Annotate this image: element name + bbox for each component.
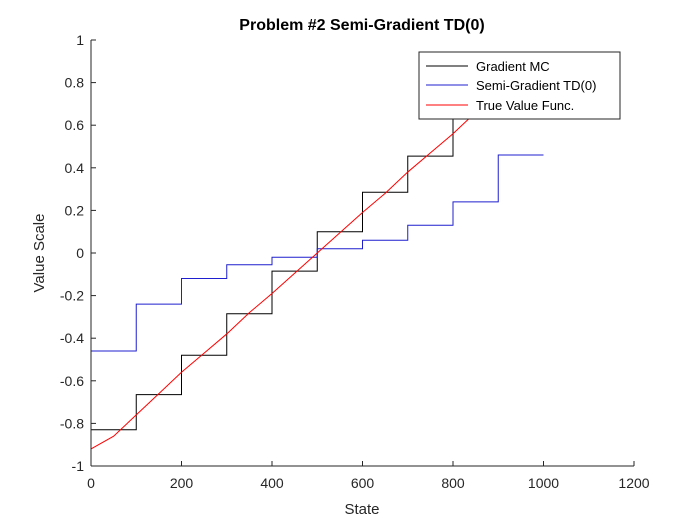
x-tick-label: 1000 <box>528 475 559 491</box>
y-tick-label: -0.6 <box>60 373 84 389</box>
ticks-layer: 0 200 400 600 800 1000 1200 -1 -0.8 -0.6 -0.4 -0.2 0… <box>60 32 650 491</box>
x-tick-label: 800 <box>441 475 465 491</box>
series-line-true-value-func <box>90 56 544 450</box>
y-tick-label: -0.4 <box>60 330 84 346</box>
x-tick-label: 0 <box>87 475 95 491</box>
legend: Gradient MC Semi-Gradient TD(0) True Val… <box>418 51 621 120</box>
legend-label-gradient-mc: Gradient MC <box>476 59 550 74</box>
y-tick-label: 0.4 <box>65 160 85 176</box>
chart-title: Problem #2 Semi-Gradient TD(0) <box>239 17 484 34</box>
x-tick-label: 600 <box>351 475 375 491</box>
legend-label-semi-gradient-td0: Semi-Gradient TD(0) <box>476 78 596 93</box>
y-tick-label: 0.8 <box>65 75 85 91</box>
y-tick-label: 0.6 <box>65 117 85 133</box>
y-tick-label: 0 <box>76 245 84 261</box>
y-tick-label: -0.8 <box>60 415 84 431</box>
y-tick-label: -0.2 <box>60 288 84 304</box>
x-axis-label: State <box>344 501 379 518</box>
x-tick-label: 1200 <box>618 475 649 491</box>
series-layer <box>90 56 544 450</box>
y-tick-label: 1 <box>76 32 84 48</box>
y-tick-label: 0.2 <box>65 202 85 218</box>
legend-label-true-value-func: True Value Func. <box>476 98 574 113</box>
x-tick-label: 200 <box>170 475 194 491</box>
y-axis-label: Value Scale <box>31 214 48 293</box>
y-tick-label: -1 <box>72 458 85 474</box>
x-tick-label: 400 <box>260 475 284 491</box>
